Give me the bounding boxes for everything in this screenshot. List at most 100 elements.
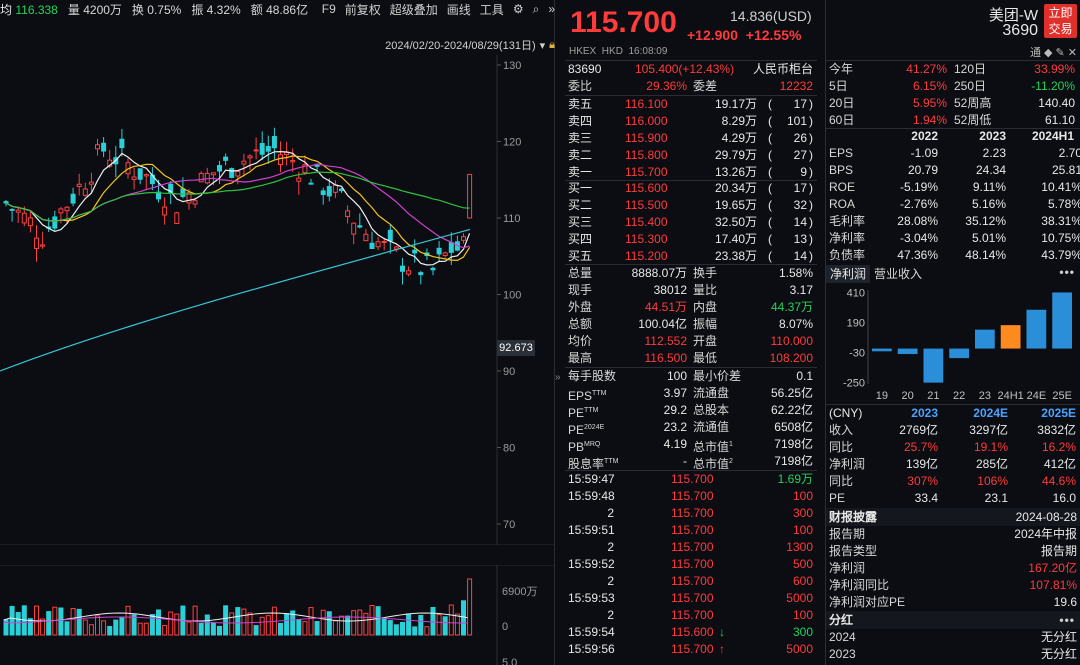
volume-bar <box>436 614 442 636</box>
return-value: 1.94% <box>912 113 947 127</box>
ask-level[interactable]: 卖三 115.900 4.29万 (26) <box>565 130 817 147</box>
tools-button[interactable]: 工具 <box>479 2 504 17</box>
dividend-row: 2023 无分红 <box>826 646 1080 663</box>
settings-icon[interactable]: ⚙ <box>512 2 524 16</box>
ask-level[interactable]: 卖二 115.800 29.79万 (27) <box>565 147 817 164</box>
bid-level[interactable]: 买四 115.300 17.40万 (13) <box>565 231 817 248</box>
adjust-button[interactable]: 前复权 <box>344 2 381 17</box>
stat-value: 100.04亿 <box>638 317 687 331</box>
return-value: 61.10 <box>1044 113 1075 127</box>
label-text: PB <box>568 440 585 454</box>
tick-price: 115.700 <box>671 472 714 486</box>
dividend-more-icon[interactable]: ••• <box>1059 613 1075 627</box>
tab-revenue[interactable]: 营业收入 <box>874 267 923 281</box>
candlestick-chart[interactable]: 130 120 110 100 90 80 70 <box>0 55 555 545</box>
tick-time: 15:59:51 <box>568 523 615 537</box>
rmb-counter-row[interactable]: 83690 105.400(+12.43%) 人民币柜台 <box>568 62 813 76</box>
stat-value: 38012 <box>653 283 687 297</box>
fin-value: 10.75% <box>1041 231 1080 245</box>
fundamental-label: 每手股数 <box>568 368 616 385</box>
candle <box>137 168 143 180</box>
fin-row: BPS 20.79 24.34 25.81 <box>826 162 1080 179</box>
fundamental-value: 7198亿 <box>774 454 813 468</box>
forecast-year: 2025E <box>1041 406 1076 420</box>
draw-line-button[interactable]: 画线 <box>446 2 471 17</box>
stat-label: 最低 <box>693 351 718 365</box>
level-count: 17 <box>793 181 807 195</box>
ask-level[interactable]: 卖五 116.100 19.17万 (17) <box>565 96 817 113</box>
trade-now-button[interactable]: 立即 交易 <box>1044 4 1077 38</box>
return-row: 今年 41.27% 120日 33.99% <box>826 61 1080 78</box>
bar-x-label: 24E <box>1027 390 1047 402</box>
fundamental-value: 6508亿 <box>774 420 813 434</box>
level-count: 9 <box>800 165 807 179</box>
report-label: 净利润同比 <box>829 578 890 592</box>
bid-level[interactable]: 买五 115.200 23.38万 (14) <box>565 248 817 265</box>
forecast-value: 16.2% <box>1041 440 1076 454</box>
bid-level[interactable]: 买一 115.600 20.34万 (17) <box>565 180 817 197</box>
tick-row: 15:59:52 115.700 500 <box>565 556 817 573</box>
forecast-value: 285亿 <box>975 457 1008 471</box>
y-tick-label: 120 <box>503 137 521 149</box>
tick-price: 115.700 <box>671 506 714 520</box>
fin-value: 47.36% <box>897 248 938 262</box>
level-price: 115.300 <box>625 232 668 246</box>
tick-time: 15:59:53 <box>568 591 615 605</box>
quote-panel: 115.700 14.836(USD) +12.900 +12.55% HKEX… <box>565 0 822 665</box>
volume-chart[interactable]: 6900万 0 5.0 <box>0 565 555 665</box>
fundamental-row: 股息率TTM - 总市值2 7198亿 <box>565 453 817 471</box>
candle <box>229 168 235 178</box>
candle <box>387 229 393 242</box>
chevron-down-icon[interactable]: ▾ <box>539 39 546 52</box>
tick-row: 2 115.700 100 <box>565 607 817 624</box>
tick-time: 15:59:47 <box>568 472 615 486</box>
overlay-button[interactable]: 超级叠加 <box>389 2 438 17</box>
candle <box>58 208 64 214</box>
more-icon[interactable]: ••• <box>1059 265 1075 279</box>
fin-row: ROA -2.76% 5.16% 5.78% <box>826 196 1080 213</box>
label-sup: TTM <box>604 458 619 465</box>
tab-net-profit[interactable]: 净利润 <box>826 265 871 283</box>
bid-level[interactable]: 买三 115.400 32.50万 (14) <box>565 214 817 231</box>
label-text: 流通盘 <box>693 386 730 400</box>
search-icon[interactable]: ⌕ <box>532 1 540 16</box>
paren-close: ) <box>809 181 813 195</box>
stat-value: 8888.07万 <box>631 266 687 280</box>
fin-year: 2022 <box>911 129 938 143</box>
lock-icon[interactable]: 🔒︎ <box>549 38 555 51</box>
candle <box>381 240 387 243</box>
volume-bar <box>125 605 131 636</box>
volume-bar <box>131 614 137 636</box>
level-volume: 20.34万 <box>714 181 757 195</box>
candle <box>393 246 399 250</box>
level-volume: 29.79万 <box>714 148 757 162</box>
fundamental-value: 23.2 <box>663 420 687 434</box>
fundamental-label: 最小价差 <box>693 368 741 385</box>
f9-button[interactable]: F9 <box>321 2 336 16</box>
forecast-row: 同比 25.7% 19.1% 16.2% <box>826 439 1080 456</box>
ask-level[interactable]: 卖四 116.000 8.29万 (101) <box>565 113 817 130</box>
amplitude: 振 4.32% <box>191 2 241 17</box>
forecast-row: 收入 2769亿 3297亿 3832亿 <box>826 422 1080 439</box>
dividend-value: 无分红 <box>1040 630 1077 644</box>
profit-tabs[interactable]: 净利润 营业收入 ••• <box>826 265 1080 283</box>
level-price: 115.500 <box>625 198 668 212</box>
tick-row: 15:59:54 115.600 ↓ 300 <box>565 624 817 641</box>
candle <box>64 206 70 212</box>
tick-row: 15:59:53 115.700 5000 <box>565 590 817 607</box>
volume-bar <box>363 612 369 636</box>
label-sup: 1 <box>729 441 733 448</box>
return-value: 140.40 <box>1038 96 1075 110</box>
expand-icon[interactable]: » <box>548 2 555 16</box>
level-volume: 4.29万 <box>721 131 757 145</box>
bid-level[interactable]: 买二 115.500 19.65万 (32) <box>565 197 817 214</box>
kline-chart-pane[interactable]: 均 116.338 量 4200万 换 0.75% 振 4.32% 额 48.8… <box>0 0 555 665</box>
fin-value: 5.16% <box>971 197 1006 211</box>
volume-bar <box>265 615 271 636</box>
ask-level[interactable]: 卖一 115.700 13.26万 (9) <box>565 164 817 181</box>
volume-bar <box>290 610 296 636</box>
level-volume: 8.29万 <box>721 114 757 128</box>
title-icons[interactable]: 通 ◆ ✎ ✕ <box>1029 47 1077 59</box>
paren-close: ) <box>809 148 813 162</box>
collapse-arrow-icon[interactable]: » <box>555 372 561 383</box>
